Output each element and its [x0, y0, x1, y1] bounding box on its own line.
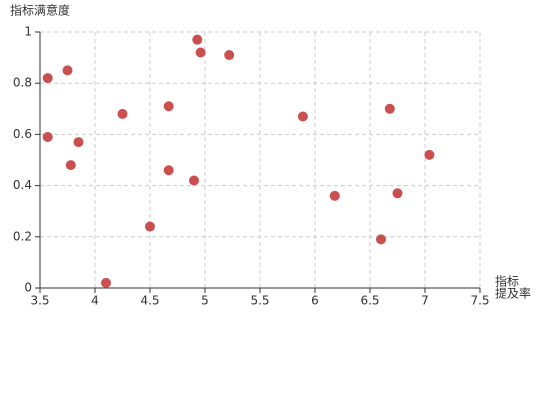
point — [189, 175, 199, 186]
x-tick-label: 5 — [201, 294, 209, 308]
point — [424, 149, 435, 160]
point — [117, 108, 128, 119]
x-tick-label: 6.5 — [360, 294, 379, 308]
point — [329, 190, 340, 201]
point — [65, 160, 76, 171]
point — [163, 165, 174, 176]
y-tick-label: 0.8 — [13, 76, 32, 90]
x-tick-label: 5.5 — [250, 294, 269, 308]
point — [376, 234, 386, 245]
y-tick-label: 0.4 — [13, 178, 32, 192]
y-axis-title: 指标满意度 — [10, 3, 70, 18]
x-axis-title: 指标 — [495, 274, 519, 289]
point — [62, 65, 73, 76]
point — [163, 101, 174, 112]
point — [42, 131, 53, 142]
x-tick-label: 6 — [311, 294, 319, 308]
x-tick-label: 4 — [91, 294, 99, 308]
point — [145, 221, 155, 232]
y-tick-label: 0.6 — [13, 127, 32, 141]
point — [192, 34, 203, 45]
point — [195, 47, 206, 58]
point — [42, 73, 53, 84]
y-tick-label: 0.2 — [13, 229, 32, 243]
x-axis-title: 提及率 — [495, 286, 531, 301]
y-tick-label: 1 — [24, 25, 32, 39]
x-tick-label: 4.5 — [140, 294, 159, 308]
point — [224, 50, 235, 61]
point — [384, 103, 395, 114]
x-tick-label: 7.5 — [470, 294, 489, 308]
x-tick-label: 7 — [421, 294, 429, 308]
x-tick-label: 3.5 — [30, 294, 49, 308]
point — [297, 111, 308, 122]
point — [392, 188, 403, 199]
point — [101, 277, 111, 288]
y-tick-label: 0 — [24, 281, 32, 295]
point — [73, 137, 84, 148]
